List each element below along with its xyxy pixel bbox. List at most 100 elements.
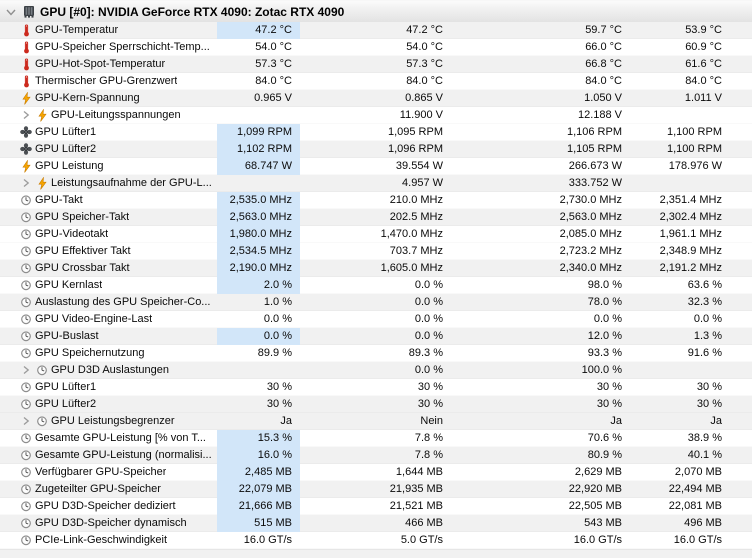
sensor-row[interactable]: GPU Leistung 68.747 W 39.554 W 266.673 W 178… [0, 157, 752, 175]
chevron-down-icon[interactable] [4, 6, 18, 18]
sensor-name: GPU Video-Engine-Last [35, 313, 153, 325]
sensor-label-cell: GPU Kernlast [0, 279, 217, 292]
sensor-name: GPU-Takt [35, 194, 83, 206]
sensor-name: GPU-Leitungsspannungen [51, 109, 181, 121]
sensor-row[interactable]: GPU Kernlast 2.0 % 0.0 % 98.0 % 63.6 % [0, 276, 752, 294]
sensor-label-cell: GPU Leistungsbegrenzer [0, 415, 217, 428]
sensor-row[interactable]: GPU Leistungsbegrenzer Ja Nein Ja Ja [0, 413, 752, 430]
value-maximum: 59.7 °C [585, 23, 622, 36]
sensor-name: GPU Lüfter1 [35, 126, 97, 138]
value-current: 0.0 % [217, 327, 300, 345]
lightning-icon [20, 159, 32, 173]
sensor-row[interactable]: GPU-Videotakt 1,980.0 MHz 1,470.0 MHz 2,085… [0, 225, 752, 243]
value-maximum: 66.0 °C [585, 40, 622, 53]
value-current: 2.0 % [217, 276, 300, 294]
sensor-row[interactable]: GPU-Temperatur 47.2 °C 47.2 °C 59.7 °C 53.9 … [0, 21, 752, 39]
chevron-right-icon[interactable] [20, 364, 32, 376]
value-current [217, 175, 300, 192]
value-maximum: 98.0 % [587, 278, 622, 291]
sensor-label-cell: GPU Leistung [0, 159, 217, 173]
chevron-right-icon[interactable] [20, 109, 32, 121]
sensor-row[interactable]: GPU Effektiver Takt 2,534.5 MHz 703.7 MHz 2… [0, 242, 752, 260]
value-average: 61.6 °C [685, 57, 722, 70]
chevron-right-icon[interactable] [20, 177, 32, 189]
sensor-row[interactable]: GPU Video-Engine-Last 0.0 % 0.0 % 0.0 % 0.0 … [0, 311, 752, 328]
sensor-name: Zugeteilter GPU-Speicher [35, 483, 161, 495]
sensor-row[interactable]: GPU Speicher-Takt 2,563.0 MHz 202.5 MHz 2,5… [0, 208, 752, 226]
thermometer-icon [20, 24, 32, 37]
sensor-row[interactable]: Zugeteilter GPU-Speicher 22,079 MB 21,935 … [0, 480, 752, 498]
clock-icon [36, 364, 48, 377]
value-maximum: 93.3 % [587, 346, 622, 359]
sensor-row[interactable]: GPU D3D-Speicher dynamisch 515 MB 466 MB 54… [0, 514, 752, 532]
clock-icon [20, 449, 32, 462]
sensor-group-header[interactable]: GPU [#0]: NVIDIA GeForce RTX 4090: Zotac… [0, 0, 752, 22]
value-minimum: 47.2 °C [406, 23, 443, 36]
value-maximum: 1,105 RPM [566, 142, 622, 155]
sensor-label-cell: GPU D3D Auslastungen [0, 364, 217, 377]
sensor-row[interactable]: GPU D3D-Speicher dediziert 21,666 MB 21,52… [0, 497, 752, 515]
value-average: 2,070 MB [674, 465, 722, 478]
value-current: 2,534.5 MHz [217, 242, 300, 260]
sensor-row[interactable]: GPU-Speicher Sperrschicht-Temp... 54.0 °C… [0, 39, 752, 56]
value-current: 68.747 W [217, 157, 300, 175]
value-average: 2,351.4 MHz [659, 193, 722, 206]
sensor-name: GPU-Hot-Spot-Temperatur [35, 58, 166, 70]
sensor-row[interactable]: GPU Lüfter2 30 % 30 % 30 % 30 % [0, 396, 752, 413]
sensor-row[interactable]: GPU Crossbar Takt 2,190.0 MHz 1,605.0 MHz 2… [0, 259, 752, 277]
sensor-name: GPU-Speicher Sperrschicht-Temp... [35, 41, 210, 53]
sensor-name: Auslastung des GPU Speicher-Co... [35, 296, 211, 308]
value-maximum: 16.0 GT/s [573, 533, 622, 546]
sensor-row[interactable]: Gesamte GPU-Leistung [% von T... 15.3 % 7.… [0, 429, 752, 447]
value-minimum: 210.0 MHz [389, 193, 443, 206]
sensor-name: GPU Leistungsbegrenzer [51, 415, 175, 427]
clock-icon [36, 415, 48, 428]
value-maximum: 80.9 % [587, 448, 622, 461]
sensor-row[interactable]: GPU Lüfter2 1,102 RPM 1,096 RPM 1,105 RPM 1,… [0, 140, 752, 158]
sensor-row[interactable]: GPU-Takt 2,535.0 MHz 210.0 MHz 2,730.0 MHz 2… [0, 191, 752, 209]
sensor-label-cell: GPU Lüfter1 [0, 381, 217, 394]
sensor-row[interactable]: GPU-Leitungsspannungen 11.900 V 12.188 V [0, 107, 752, 124]
sensor-row[interactable]: GPU-Hot-Spot-Temperatur 57.3 °C 57.3 °C 66.… [0, 56, 752, 73]
value-minimum: 30 % [417, 397, 443, 410]
value-current [217, 107, 300, 124]
value-maximum: 2,563.0 MHz [559, 210, 622, 223]
value-current: 515 MB [217, 514, 300, 532]
value-minimum: 0.0 % [414, 312, 443, 325]
value-maximum: 30 % [596, 397, 622, 410]
sensor-table: GPU-Temperatur 47.2 °C 47.2 °C 59.7 °C 53.9 … [0, 21, 752, 549]
value-maximum: 84.0 °C [585, 74, 622, 87]
sensor-row[interactable]: GPU-Kern-Spannung 0.965 V 0.865 V 1.050 V 1.… [0, 90, 752, 107]
sensor-row[interactable]: Verfügbarer GPU-Speicher 2,485 MB 1,644 MB… [0, 463, 752, 481]
value-maximum: 66.8 °C [585, 57, 622, 70]
sensor-row[interactable]: Gesamte GPU-Leistung (normalisi... 16.0 %… [0, 446, 752, 464]
sensor-label-cell: Zugeteilter GPU-Speicher [0, 483, 217, 496]
chevron-right-icon[interactable] [20, 415, 32, 427]
value-maximum: 78.0 % [587, 295, 622, 308]
sensor-row[interactable]: GPU-Buslast 0.0 % 0.0 % 12.0 % 1.3 % [0, 327, 752, 345]
value-average: 53.9 °C [685, 23, 722, 36]
sensor-name: GPU Speicher-Takt [35, 211, 130, 223]
sensor-row[interactable]: GPU Speichernutzung 89.9 % 89.3 % 93.3 % 91.… [0, 345, 752, 362]
value-minimum: 1,095 RPM [387, 125, 443, 138]
sensor-row[interactable]: GPU Lüfter1 1,099 RPM 1,095 RPM 1,106 RPM 1,… [0, 123, 752, 141]
sensor-row[interactable]: Auslastung des GPU Speicher-Co... 1.0 % 0.… [0, 294, 752, 311]
sensor-name: GPU-Temperatur [35, 24, 119, 36]
clock-icon [20, 466, 32, 479]
value-average [630, 107, 730, 124]
sensor-row[interactable]: PCIe-Link-Geschwindigkeit 16.0 GT/s 5.0 GT… [0, 532, 752, 549]
sensor-row[interactable]: Leistungsaufnahme der GPU-L... 4.957 W 333… [0, 175, 752, 192]
sensor-name: GPU D3D-Speicher dediziert [35, 500, 176, 512]
sensor-row[interactable]: Thermischer GPU-Grenzwert 84.0 °C 84.0 °C 8… [0, 73, 752, 90]
value-current: 16.0 GT/s [243, 533, 292, 546]
sensor-row[interactable]: GPU D3D Auslastungen 0.0 % 100.0 % [0, 362, 752, 379]
value-minimum: 0.865 V [405, 91, 443, 104]
value-maximum: 22,505 MB [568, 499, 622, 512]
value-minimum: 4.957 W [402, 176, 443, 189]
sensor-name: GPU Lüfter2 [35, 143, 97, 155]
sensor-row[interactable]: GPU Lüfter1 30 % 30 % 30 % 30 % [0, 379, 752, 396]
value-maximum: 22,920 MB [568, 482, 622, 495]
sensor-label-cell: Verfügbarer GPU-Speicher [0, 466, 217, 479]
value-minimum: 7.8 % [414, 431, 443, 444]
sensor-label-cell: GPU Crossbar Takt [0, 262, 217, 275]
